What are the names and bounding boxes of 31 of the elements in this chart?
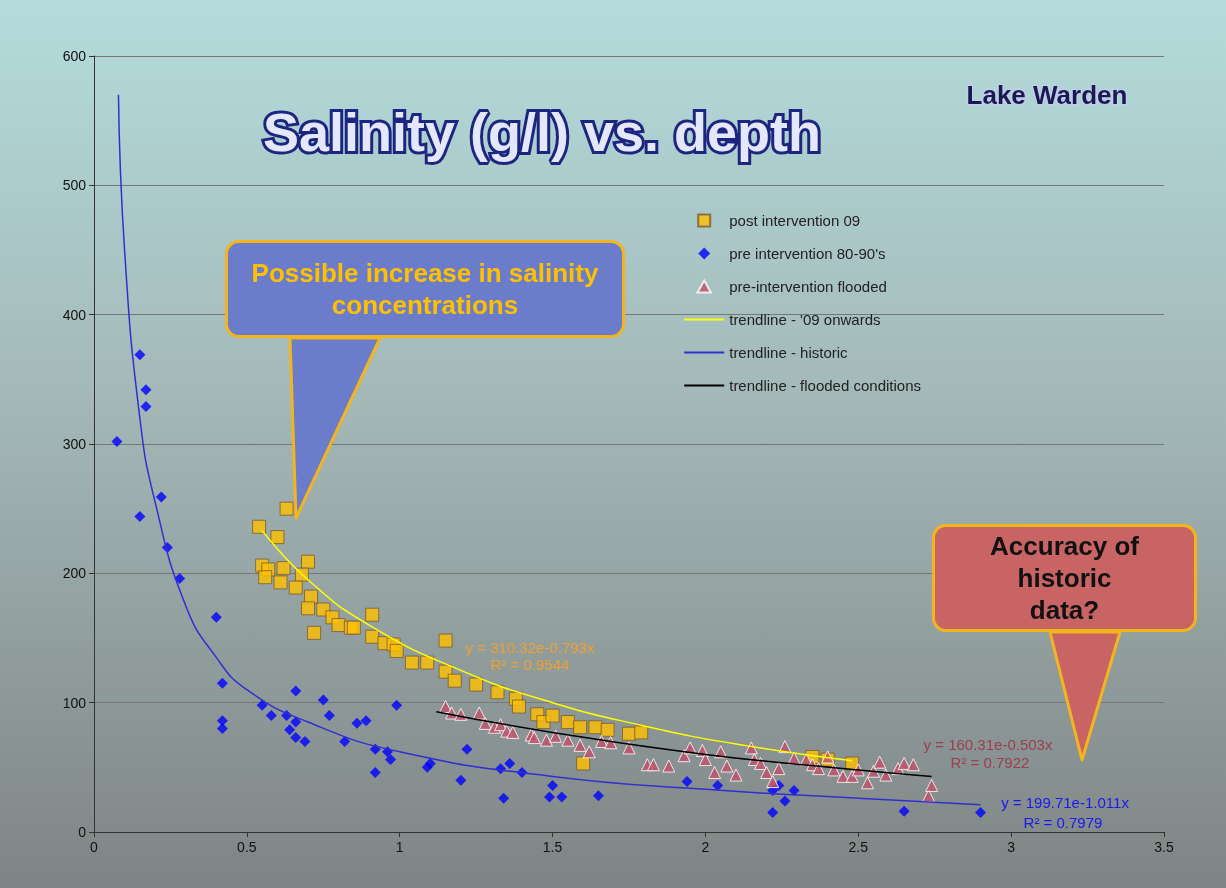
y-tick-label: 100 [62, 694, 87, 711]
legend-label: pre-intervention flooded [729, 278, 887, 295]
annotation: Possible increase in salinity concentrations [225, 240, 625, 338]
annotation: R² = 0.9544 [490, 655, 570, 673]
legend-label: trendline - historic [729, 344, 849, 361]
annotation: Lake Warden [966, 80, 1128, 110]
annotation: y = 310.32e-0.793x [465, 638, 595, 656]
x-tick-label: 0 [90, 839, 99, 855]
x-tick-label: 0.5 [237, 839, 257, 855]
annotation: R² = 0.7979 [1023, 813, 1103, 831]
x-tick-label: 2 [701, 839, 710, 855]
legend-label: post intervention 09 [729, 212, 861, 229]
x-tick-label: 1.5 [542, 839, 563, 855]
x-tick-label: 2.5 [848, 839, 869, 855]
annotation: y = 199.71e-1.011x [1001, 793, 1130, 811]
x-tick-label: 3.5 [1154, 839, 1174, 855]
y-tick-label: 0 [78, 824, 87, 840]
x-tick-label: 3 [1007, 839, 1016, 855]
text: Salinity (g/l) vs. depth [262, 102, 822, 162]
annotation: Accuracy of historic data? [932, 524, 1197, 632]
y-tick-label: 600 [62, 48, 87, 64]
legend-label: pre intervention 80-90's [729, 245, 886, 262]
y-tick-label: 400 [62, 306, 87, 323]
y-tick-label: 200 [62, 565, 87, 582]
annotation: y = 160.31e-0.503x [923, 735, 1053, 753]
y-tick-label: 300 [62, 436, 87, 452]
y-tick-label: 500 [62, 177, 87, 194]
annotation: R² = 0.7922 [950, 753, 1030, 771]
legend-label: trendline - flooded conditions [729, 377, 921, 394]
legend-label: trendline - '09 onwards [729, 311, 881, 328]
x-tick-label: 1 [395, 839, 404, 855]
